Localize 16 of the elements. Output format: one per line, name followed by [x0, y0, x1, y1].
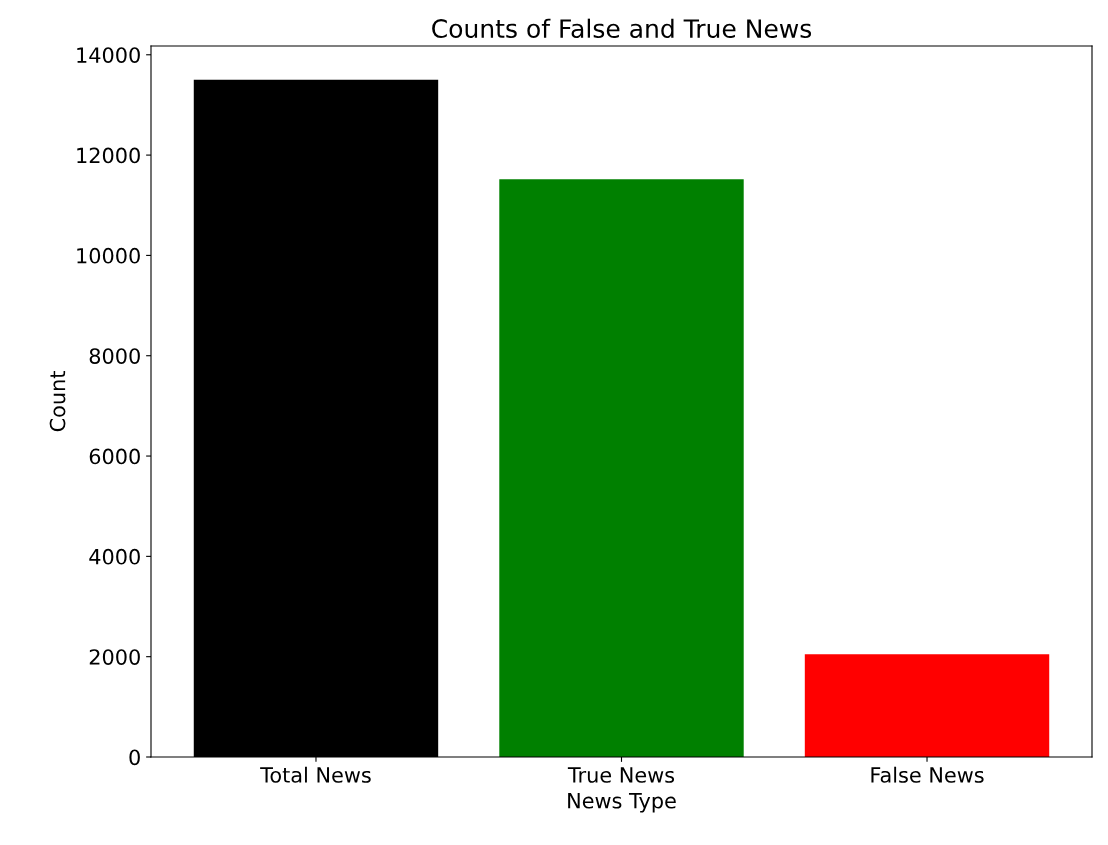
chart-title: Counts of False and True News	[432, 18, 812, 39]
x-tick-label: True News	[567, 767, 675, 783]
y-tick-label: 12000	[77, 147, 140, 164]
bar	[804, 654, 1050, 757]
y-axis-title: Count	[49, 371, 66, 432]
y-tick-label: 8000	[89, 348, 140, 364]
y-tick-label: 2000	[89, 649, 140, 665]
x-tick-label: Total News	[260, 766, 371, 783]
y-tick-label: 6000	[89, 448, 140, 465]
y-tick-label: 10000	[77, 247, 140, 264]
y-tick-label: 0	[129, 749, 140, 766]
y-tick-label: 14000	[77, 47, 140, 63]
bar	[499, 179, 744, 757]
x-tick-label: False News	[871, 766, 984, 783]
y-tick-label: 4000	[89, 548, 140, 565]
x-axis-title: News Type	[568, 793, 676, 813]
